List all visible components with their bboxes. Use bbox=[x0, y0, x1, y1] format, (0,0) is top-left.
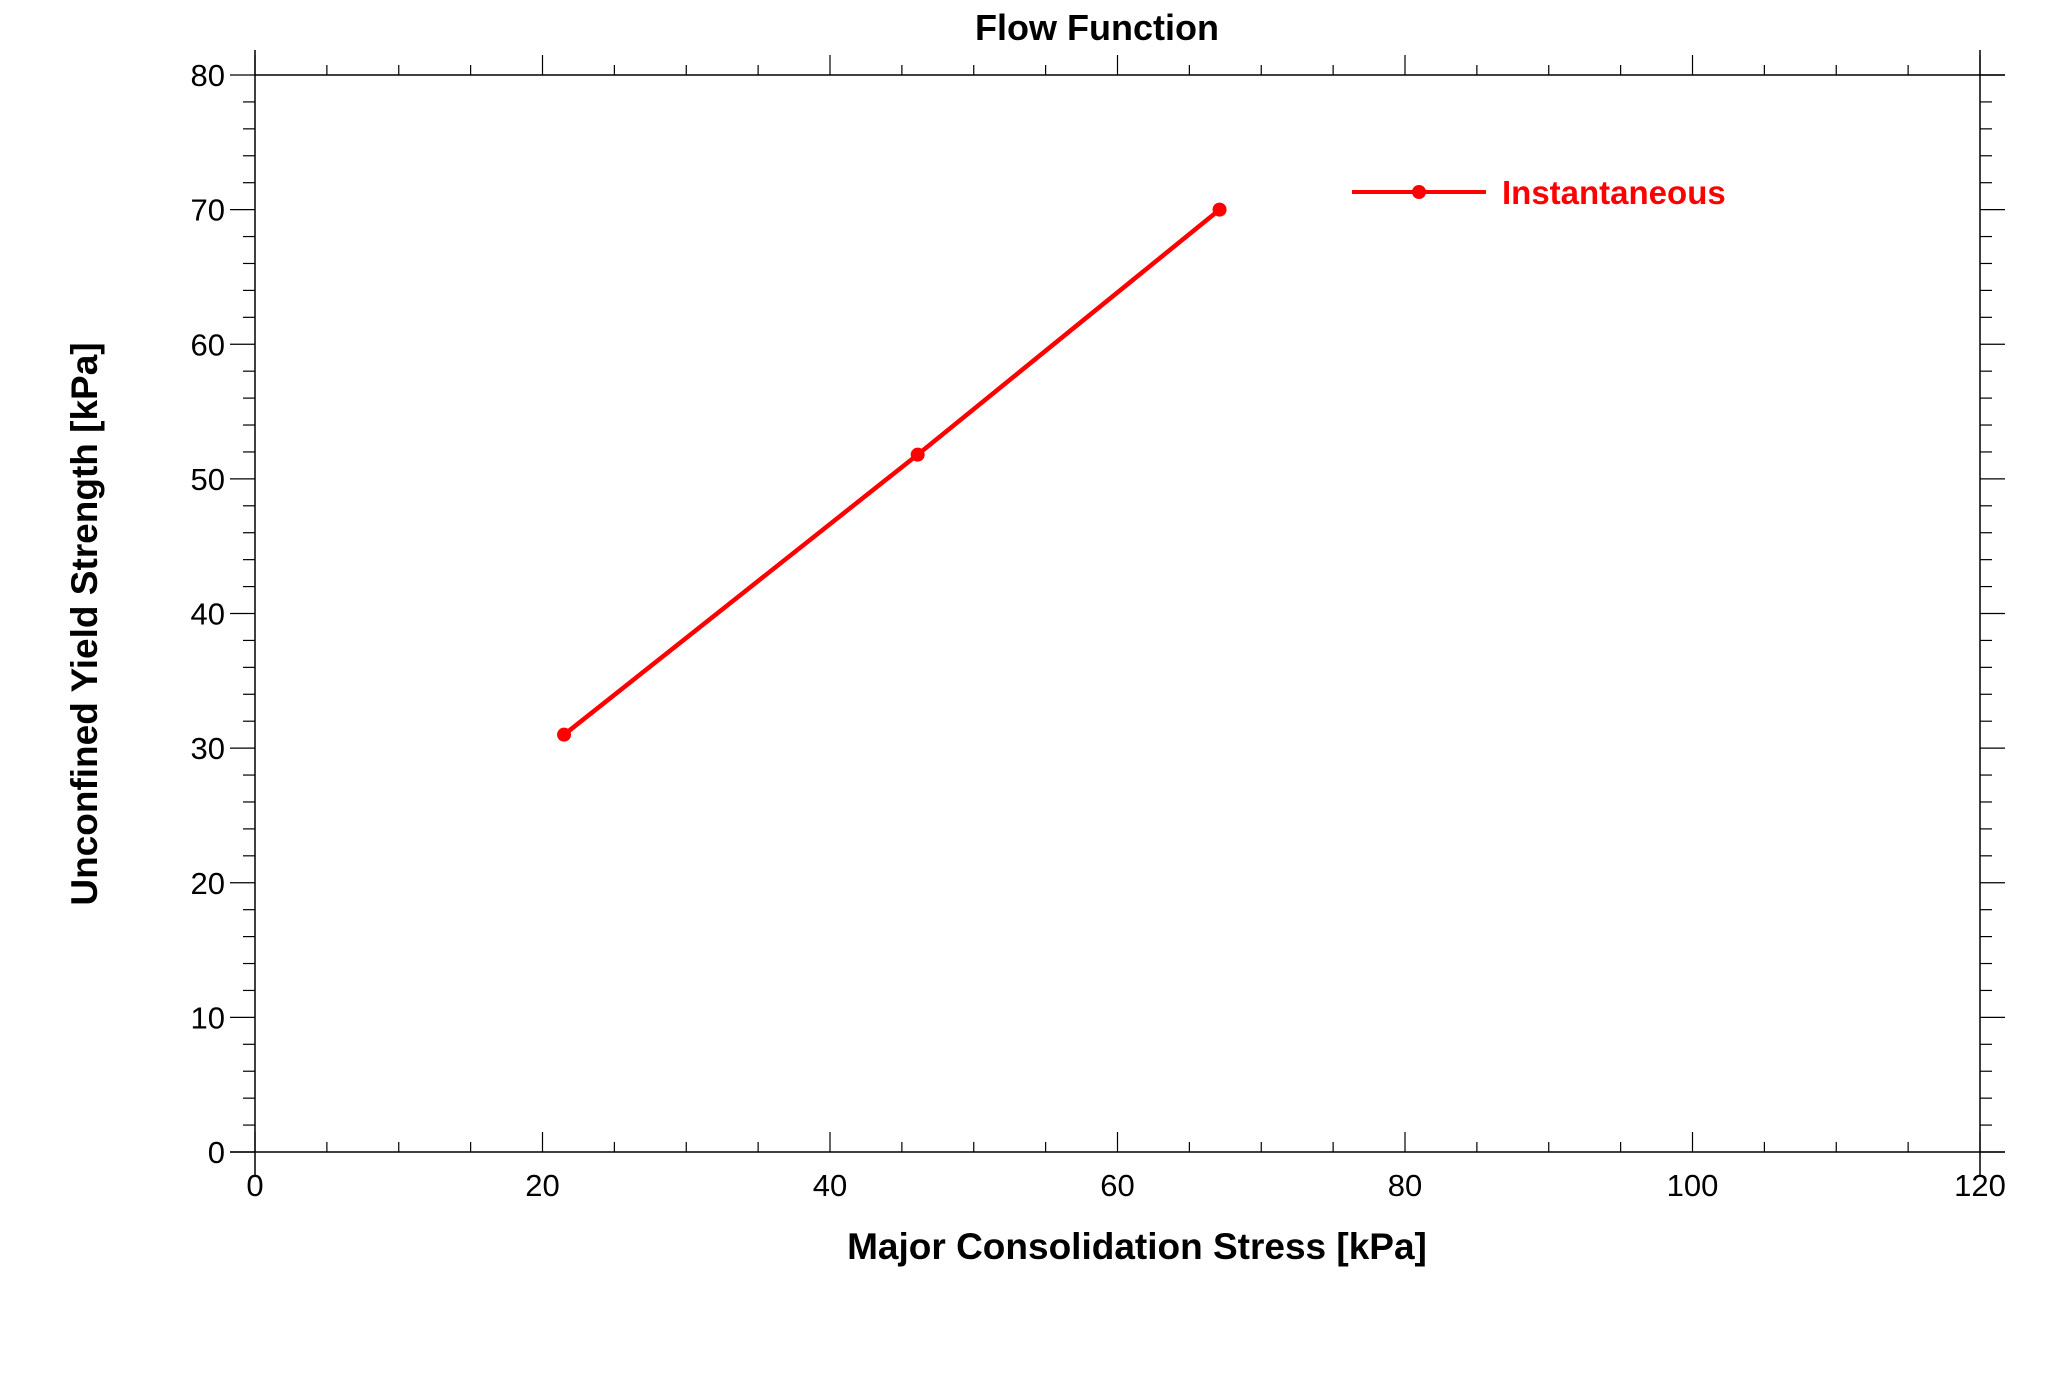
x-tick-label: 20 bbox=[525, 1168, 559, 1203]
chart-title: Flow Function bbox=[975, 7, 1219, 48]
y-tick-label: 80 bbox=[191, 58, 225, 93]
y-tick-label: 10 bbox=[191, 1000, 225, 1035]
series-line-instantaneous bbox=[562, 207, 1222, 737]
legend-marker-instantaneous bbox=[1412, 185, 1426, 199]
y-tick-label: 50 bbox=[191, 462, 225, 497]
legend: Instantaneous bbox=[1352, 174, 1726, 211]
x-axis-title: Major Consolidation Stress [kPa] bbox=[847, 1226, 1427, 1267]
x-tick-label: 120 bbox=[1954, 1168, 2006, 1203]
x-tick-label: 0 bbox=[246, 1168, 263, 1203]
data-point bbox=[910, 447, 925, 462]
y-tick-label: 30 bbox=[191, 731, 225, 766]
axis-ticks bbox=[230, 55, 2005, 1153]
axis-tick-labels: 0 20 40 60 80 100 120 0 10 20 30 40 50 60 70 80 bbox=[191, 58, 2006, 1203]
data-point bbox=[1212, 202, 1227, 217]
x-tick-label: 80 bbox=[1388, 1168, 1422, 1203]
series-layer bbox=[557, 202, 1227, 742]
y-tick-label: 70 bbox=[191, 193, 225, 228]
y-tick-label: 0 bbox=[208, 1135, 225, 1170]
y-axis-title: Unconfined Yield Strength [kPa] bbox=[64, 342, 105, 905]
y-tick-label: 20 bbox=[191, 866, 225, 901]
x-tick-label: 60 bbox=[1100, 1168, 1134, 1203]
y-tick-label: 40 bbox=[191, 597, 225, 632]
plot-frame bbox=[230, 50, 2005, 1177]
data-point bbox=[557, 727, 572, 742]
legend-label-instantaneous: Instantaneous bbox=[1502, 174, 1726, 211]
y-tick-label: 60 bbox=[191, 327, 225, 362]
x-tick-label: 40 bbox=[813, 1168, 847, 1203]
x-tick-label: 100 bbox=[1667, 1168, 1719, 1203]
